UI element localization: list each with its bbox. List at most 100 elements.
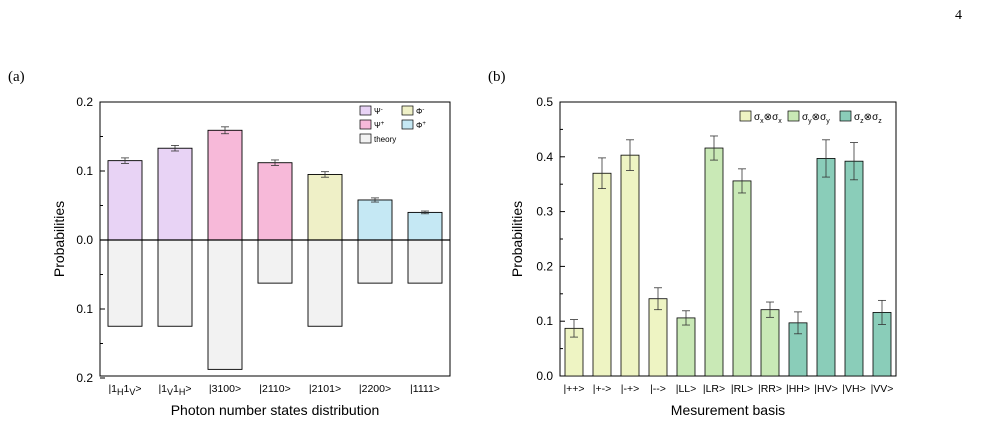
panel-b-x-tick-label: |VV> <box>871 383 894 395</box>
panel-a-legend-label: Φ- <box>416 107 424 116</box>
x-tick-text: |3100> <box>209 383 241 395</box>
panel-a-x-tick-label: |1H1V> <box>108 383 141 397</box>
legend-subscript: z <box>860 118 864 125</box>
legend-subscript: y <box>826 118 830 125</box>
panel-a-y-tick-label: 0.2 <box>76 95 93 109</box>
panel-b-x-tick-label: |HV> <box>814 383 837 395</box>
panel-b-x-tick-label: |HH> <box>786 383 810 395</box>
x-tick-text: |2110> <box>259 383 290 395</box>
panel-a-legend-label: Ψ- <box>374 107 383 116</box>
panel-b-y-tick-label: 0.0 <box>536 369 553 383</box>
legend-symbol: σ <box>854 112 861 123</box>
panel-a-frame <box>99 101 451 377</box>
panel-a-measured-bar <box>307 173 343 241</box>
legend-superscript: - <box>422 107 424 113</box>
panel-a-x-tick-label: |2101> <box>309 383 341 395</box>
panel-a-legend-label: Φ+ <box>416 121 426 130</box>
panel-b-bar <box>816 158 836 377</box>
legend-symbol: Ψ <box>374 107 381 116</box>
x-tick-text: > <box>185 383 191 395</box>
x-tick-text: 1 <box>173 383 179 395</box>
panel-b-x-tick-label: |+-> <box>593 383 612 395</box>
panel-a-legend-swatch <box>401 105 414 116</box>
legend-symbol: theory <box>374 135 396 144</box>
legend-symbol: σ <box>754 112 761 123</box>
legend-subscript: y <box>808 118 812 125</box>
panel-a-x-tick-label: |1V1H> <box>158 383 191 397</box>
legend-subscript: z <box>878 118 882 125</box>
panel-a-legend-label: Ψ+ <box>374 121 385 130</box>
legend-symbol: σ <box>802 112 809 123</box>
legend-symbol: ⊗ <box>864 112 872 123</box>
panel-a-x-tick-label: |2110> <box>259 383 290 395</box>
legend-subscript: x <box>760 118 764 125</box>
panel-a-measured-bar <box>207 129 243 241</box>
panel-a-theory-bar <box>257 239 293 284</box>
panel-b-x-tick-label: |++> <box>563 383 584 395</box>
x-tick-subscript: V <box>129 387 135 397</box>
panel-a-legend: Ψ- Φ-Ψ+ Φ+theory <box>359 105 426 144</box>
panel-b-bar <box>648 298 668 377</box>
panel-b-y-axis-title: Probabilities <box>509 201 525 277</box>
panel-b-bar <box>704 147 724 377</box>
x-tick-text: 1 <box>124 383 130 395</box>
panel-b-x-tick-label: |RL> <box>731 383 753 395</box>
panel-a-y-tick-label: 0.1 <box>76 164 93 178</box>
panel-a-legend-swatch <box>359 105 372 116</box>
panel-a-theory-bar <box>107 239 143 327</box>
panel-a-x-tick-label: |2200> <box>359 383 391 395</box>
panel-a-measured-bar <box>257 162 293 241</box>
x-tick-text: |2101> <box>309 383 341 395</box>
panel-a-y-tick-label: 0.1 <box>76 302 93 316</box>
panel-b-y-tick-label: 0.5 <box>536 95 553 109</box>
legend-superscript: + <box>422 121 426 127</box>
x-tick-text: |2200> <box>359 383 391 395</box>
panel-b-x-tick-label: |LL> <box>676 383 697 395</box>
panel-b-y-tick-label: 0.3 <box>536 205 553 219</box>
legend-symbol: σ <box>772 112 779 123</box>
panel-b-bar <box>732 180 752 377</box>
panel-b-bar <box>620 154 640 377</box>
panel-a-bars <box>107 126 443 370</box>
panel-a-x-axis-title: Photon number states distribution <box>171 402 380 418</box>
panel-a-measured-bar <box>357 199 393 241</box>
panel-a-measured-bar <box>157 147 193 241</box>
legend-symbol: σ <box>820 112 827 123</box>
panel-b-bar <box>592 172 612 377</box>
panel-b-legend-label: σx⊗σx <box>754 112 782 125</box>
panel-a-theory-bar <box>207 239 243 370</box>
panel-b-x-tick-label: |-+> <box>621 383 640 395</box>
legend-symbol: σ <box>872 112 879 123</box>
panel-a-legend-swatch <box>359 133 372 144</box>
panel-a-chart: (a) 0.20.10.00.10.2 |1H1V> |1V1H> |3100> |2… <box>8 69 451 418</box>
panel-a-x-tick-label: |3100> <box>209 383 241 395</box>
panel-b-label: (b) <box>488 69 506 85</box>
panel-b-bar <box>760 309 780 377</box>
panel-b-x-tick-labels: |++> |+-> |-+> |--> |LL> |LR> |RL> |RR> |HH> |HV>… <box>563 383 893 395</box>
x-tick-subscript: H <box>179 387 186 397</box>
panel-b-x-tick-label: |RR> <box>758 383 782 395</box>
x-tick-subscript: H <box>117 387 124 397</box>
page-number: 4 <box>955 8 962 23</box>
panel-a-y-tick-label: 0.0 <box>76 233 93 247</box>
legend-superscript: + <box>381 121 385 127</box>
panel-a-legend-label: theory <box>374 135 396 144</box>
panel-a-theory-bar <box>357 239 393 284</box>
legend-superscript: - <box>381 107 383 113</box>
panel-a-theory-bar <box>157 239 193 327</box>
panel-a-x-tick-labels: |1H1V> |1V1H> |3100> |2110> |2101> |2200> |111… <box>108 383 439 397</box>
panel-b-bar <box>844 160 864 377</box>
panel-a-y-axis-title: Probabilities <box>51 201 67 277</box>
panel-b-legend: σx⊗σx σy⊗σy σz⊗σz <box>739 110 882 125</box>
legend-symbol: ⊗ <box>812 112 820 123</box>
panel-b-legend-label: σz⊗σz <box>854 112 882 125</box>
legend-symbol: Φ <box>416 107 422 116</box>
legend-symbol: ⊗ <box>764 112 772 123</box>
panel-b-y-tick-label: 0.2 <box>536 259 553 273</box>
panel-a-theory-bar <box>307 239 343 327</box>
panel-b-x-tick-label: |VH> <box>842 383 865 395</box>
panel-a-measured-bar <box>407 211 443 241</box>
panel-a-legend-swatch <box>401 119 414 130</box>
x-tick-subscript: V <box>167 387 173 397</box>
panel-b-legend-swatch <box>787 110 800 122</box>
